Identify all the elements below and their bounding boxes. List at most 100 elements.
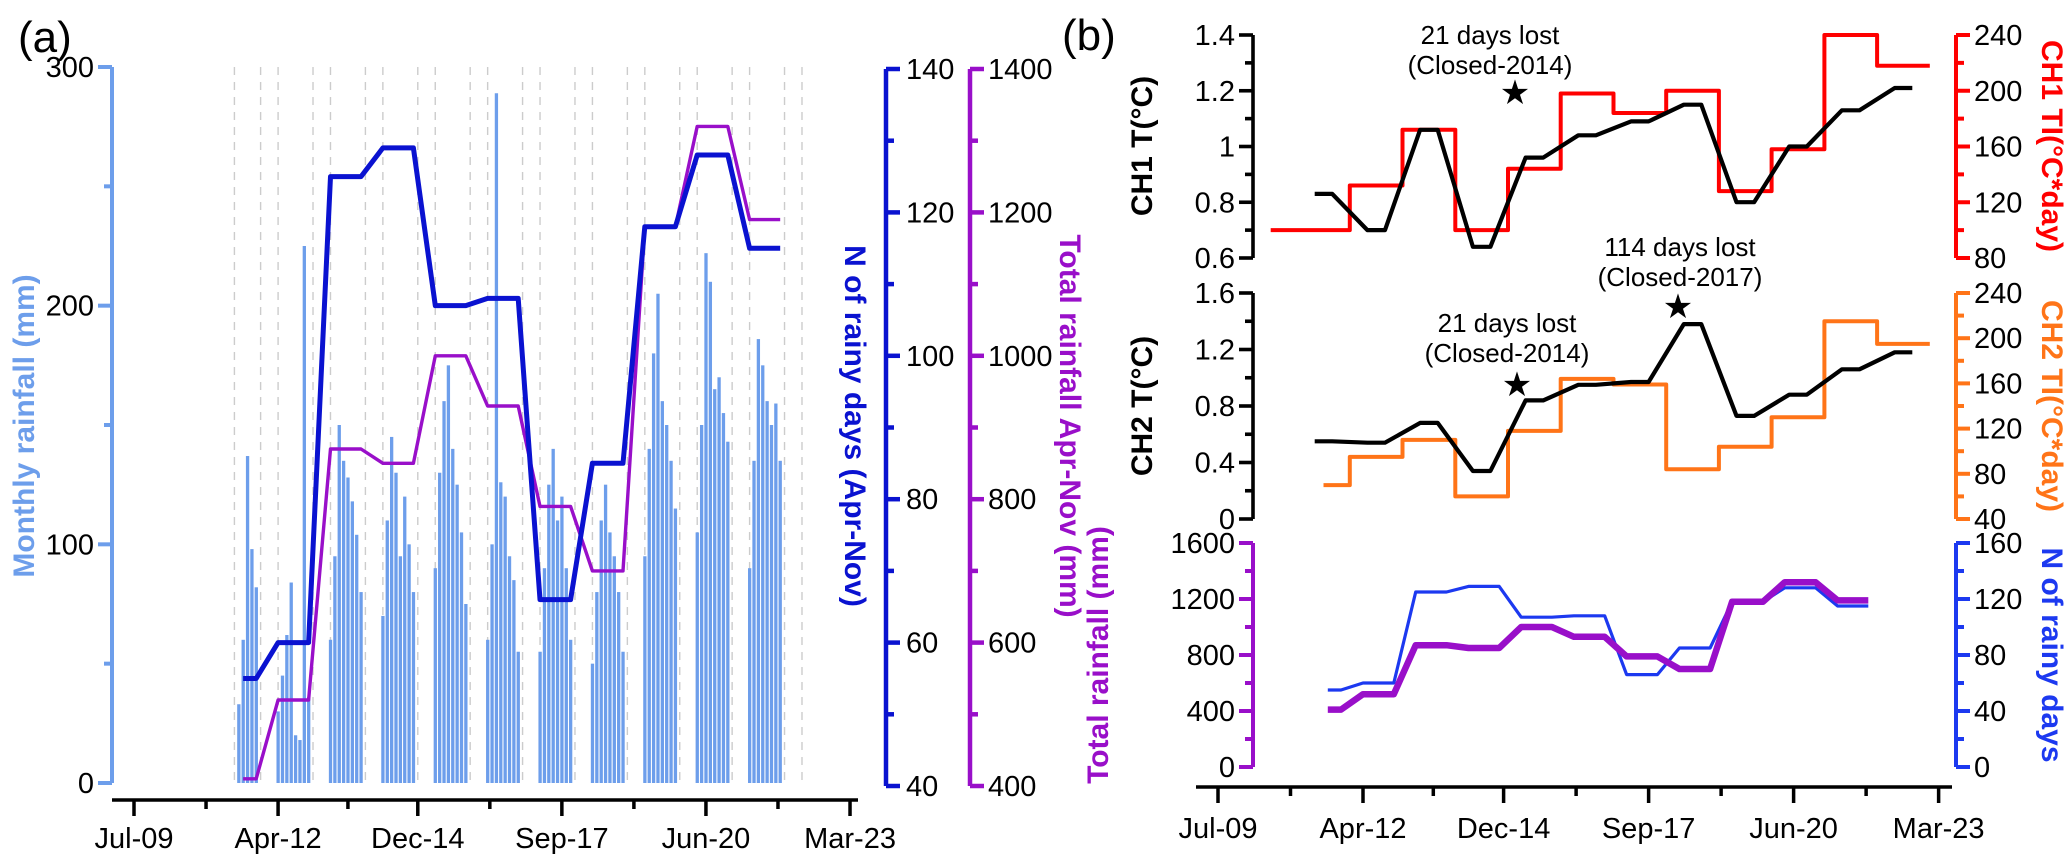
rainfall-bar xyxy=(245,456,250,783)
rainfall-bar xyxy=(752,460,756,783)
ch1-t-tick-label: 0.6 xyxy=(1195,243,1235,275)
ch2-t-tick-label: 1.2 xyxy=(1195,335,1235,367)
monthly-rainfall-bars xyxy=(237,93,782,783)
rainfall-bar xyxy=(621,651,625,783)
ch2-ti-tick-label: 120 xyxy=(1974,414,2022,446)
annotation-line-1: 21 days lost xyxy=(1438,308,1578,338)
ch2-t-line xyxy=(1314,322,1913,474)
rainfall-bar xyxy=(503,496,507,783)
rainfall-bar xyxy=(748,568,752,783)
rainfall-bar xyxy=(608,532,612,783)
ch1-t-line xyxy=(1314,85,1913,249)
ch1-t-tick-label: 1 xyxy=(1219,132,1235,164)
monthly-rainfall-tick-label: 300 xyxy=(46,52,94,84)
star-marker: ★ xyxy=(1663,288,1693,326)
rainfall-bar xyxy=(704,253,708,783)
rainfall-bar xyxy=(560,496,564,783)
annotation-line-1: 114 days lost xyxy=(1604,232,1756,262)
ch1-ti-tick-label: 120 xyxy=(1974,187,2022,219)
rainfall-bar xyxy=(438,472,442,783)
rainfall-bar xyxy=(713,389,717,783)
total-rainfall-a-tick-label: 1200 xyxy=(988,197,1053,229)
rainfall-bar xyxy=(569,639,573,783)
rainy-days-a-axis-title: N of rainy days (Apr-Nov) xyxy=(838,245,871,607)
annotation-line-2: (Closed-2017) xyxy=(1598,262,1763,292)
total-rainfall-a-tick-label: 1000 xyxy=(988,341,1053,373)
total-rainfall-b-tick-label: 800 xyxy=(1187,640,1235,672)
rainfall-bar xyxy=(695,532,699,783)
rainfall-bar xyxy=(673,508,678,783)
total-rainfall-a-tick-label: 1400 xyxy=(988,54,1053,86)
rainfall-bar xyxy=(765,401,769,783)
rainfall-bar xyxy=(328,639,333,783)
annotation-line-2: (Closed-2014) xyxy=(1425,338,1590,368)
monthly-rainfall-tick-label: 100 xyxy=(46,529,94,561)
total-rainfall-line-b xyxy=(1327,578,1869,713)
total-rainfall-b-tick-label: 1200 xyxy=(1170,584,1235,616)
rainfall-bar xyxy=(337,425,341,783)
rainfall-bar xyxy=(647,448,651,783)
rainfall-bar xyxy=(547,484,551,783)
total-rainfall-a-tick-label: 400 xyxy=(988,771,1036,803)
rainy-days-a-tick-label: 80 xyxy=(906,484,938,516)
ch1-ti-axis-title: CH1 TI(°C*day) xyxy=(2035,40,2067,252)
total-rainfall-a-tick-label: 800 xyxy=(988,484,1036,516)
rainfall-bar xyxy=(459,532,464,783)
ch2-t-tick-label: 1.6 xyxy=(1195,278,1235,310)
total-rainfall-b-tick-label: 0 xyxy=(1219,752,1235,784)
rainy-days-a-tick-label: 40 xyxy=(906,771,938,803)
rainfall-bar xyxy=(433,568,437,783)
rainfall-bar xyxy=(726,441,730,783)
panel-a-x-tick-label: Mar-23 xyxy=(804,823,896,855)
rainfall-bar xyxy=(411,592,416,783)
rainfall-bar xyxy=(289,582,293,783)
rainfall-bar xyxy=(403,496,407,783)
panel-b-x-tick-label: Sep-17 xyxy=(1602,813,1696,845)
ch2-t-axis-title: CH2 T(°C) xyxy=(1126,336,1159,476)
rainfall-bar xyxy=(355,534,359,783)
panel-a-x-tick-label: Sep-17 xyxy=(515,823,609,855)
rainfall-bar xyxy=(603,484,608,783)
rainfall-bar xyxy=(555,520,560,783)
panel-a: (a) 0 100 200 300 Monthly rainfall (mm) 40 60 80… xyxy=(8,13,1086,855)
rainfall-bar xyxy=(494,93,499,783)
rainfall-bar xyxy=(516,651,520,783)
star-marker: ★ xyxy=(1502,366,1532,404)
rainfall-bar xyxy=(595,592,599,783)
rainfall-bar xyxy=(660,401,664,783)
panel-b-x-tick-label: Dec-14 xyxy=(1457,813,1551,845)
monthly-rainfall-axis-title: Monthly rainfall (mm) xyxy=(8,274,41,577)
rainfall-bar xyxy=(507,556,512,783)
rainfall-bar xyxy=(254,587,258,783)
ch1-t-tick-label: 1.2 xyxy=(1195,76,1235,108)
rainy-days-a-tick-label: 120 xyxy=(906,197,954,229)
ch1-ti-tick-label: 160 xyxy=(1974,132,2022,164)
ch2-t-tick-label: 0 xyxy=(1219,504,1235,536)
rainfall-bar xyxy=(717,377,721,783)
ch2-ti-axis-title: CH2 TI(°C*day) xyxy=(2035,300,2067,512)
rainy-days-a-tick-label: 100 xyxy=(906,341,954,373)
rainfall-bar xyxy=(464,604,468,783)
rainy-days-line-a xyxy=(243,145,781,681)
rainfall-bar xyxy=(359,592,363,783)
rainfall-bar xyxy=(381,615,385,783)
annotation-line-1: 21 days lost xyxy=(1421,20,1561,50)
rainfall-bar xyxy=(276,711,280,783)
panel-b: (b) 0.6 0.8 1 1.2 1.4 CH1 T(°C) 80 120 160 200 240 C… xyxy=(1062,11,2067,845)
rainfall-bar xyxy=(237,704,241,783)
rainfall-bar xyxy=(385,520,389,783)
panel-a-x-tick-label: Jun-20 xyxy=(662,823,751,855)
rainfall-bar xyxy=(612,556,616,783)
total-rainfall-b-tick-label: 400 xyxy=(1187,696,1235,728)
monthly-rainfall-tick-label: 0 xyxy=(78,768,94,800)
total-rainfall-a-tick-label: 600 xyxy=(988,628,1036,660)
rainfall-bar xyxy=(389,436,394,783)
total-rainfall-a-axis-title: Total rainfall Apr-Nov (mm) xyxy=(1053,234,1086,617)
rainy-days-a-tick-label: 60 xyxy=(906,628,938,660)
rainfall-bar xyxy=(350,501,354,783)
rainfall-bar xyxy=(333,556,337,783)
rainfall-bar xyxy=(542,568,547,783)
rainfall-bar xyxy=(346,477,350,783)
rainfall-bar xyxy=(241,639,245,783)
